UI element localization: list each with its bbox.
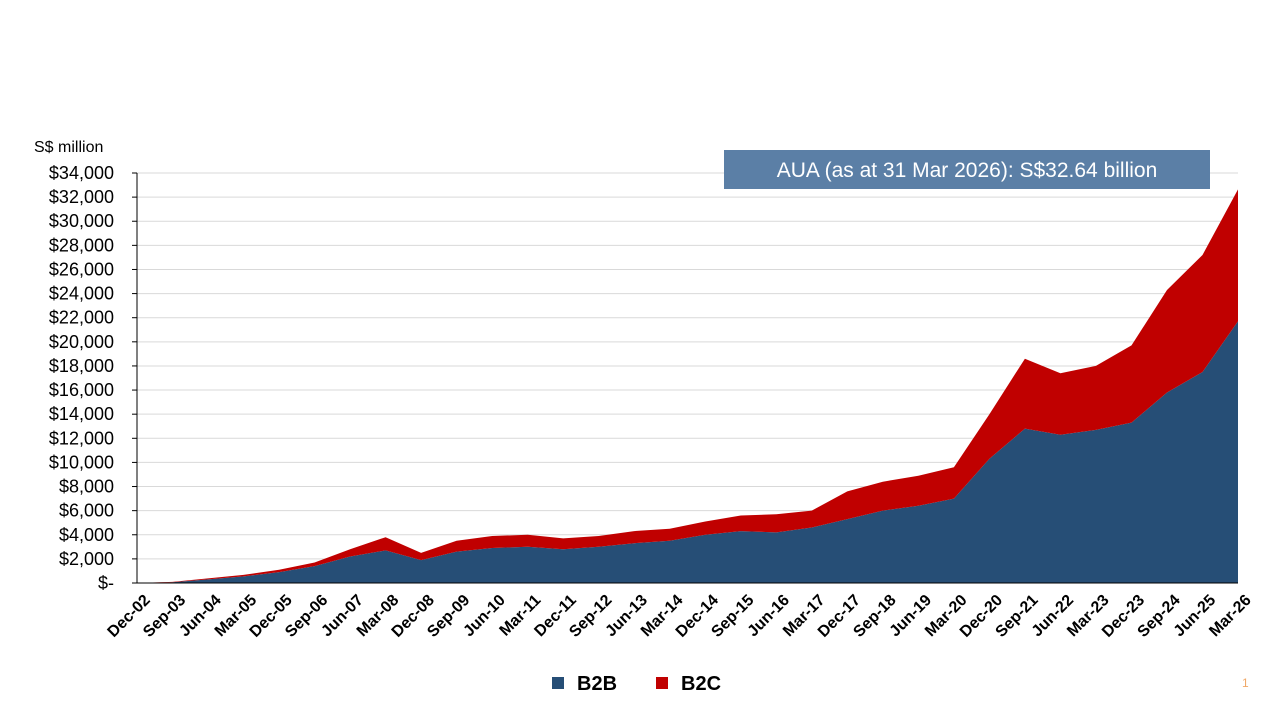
y-tick-label: $28,000 bbox=[49, 235, 114, 255]
y-tick-label: $8,000 bbox=[59, 477, 114, 497]
aua-annotation-banner: AUA (as at 31 Mar 2026): S$32.64 billion bbox=[724, 150, 1210, 189]
x-tick-labels: Dec-02Sep-03Jun-04Mar-05Dec-05Sep-06Jun-… bbox=[105, 592, 1255, 641]
annotation-box bbox=[724, 150, 1210, 189]
y-tick-label: $2,000 bbox=[59, 549, 114, 569]
y-tick-label: $14,000 bbox=[49, 404, 114, 424]
y-tick-label: $32,000 bbox=[49, 187, 114, 207]
y-tick-label: $22,000 bbox=[49, 308, 114, 328]
y-unit-label: S$ million bbox=[34, 139, 103, 156]
legend-swatch-b2c bbox=[656, 677, 668, 689]
y-tick-label: $10,000 bbox=[49, 452, 114, 472]
y-tick-label: $34,000 bbox=[49, 163, 114, 183]
gridlines bbox=[137, 172, 1238, 560]
annotation-text: AUA (as at 31 Mar 2026): S$32.64 billion bbox=[777, 159, 1158, 182]
area-series-b2c bbox=[137, 189, 1238, 583]
y-tick-label: $24,000 bbox=[49, 284, 114, 304]
y-tick-label: $26,000 bbox=[49, 259, 114, 279]
page-number: 1 bbox=[1242, 676, 1249, 690]
y-tick-label: $30,000 bbox=[49, 211, 114, 231]
y-tick-label: $4,000 bbox=[59, 525, 114, 545]
axes bbox=[132, 172, 1238, 584]
y-tick-label: $- bbox=[98, 573, 114, 593]
y-tick-label: $6,000 bbox=[59, 501, 114, 521]
legend-label-b2b: B2B bbox=[577, 673, 617, 695]
y-tick-label: $12,000 bbox=[49, 428, 114, 448]
legend-label-b2c: B2C bbox=[681, 673, 721, 695]
area-series-b2b bbox=[137, 321, 1238, 583]
legend-swatch-b2b bbox=[552, 677, 564, 689]
legend: B2B B2C bbox=[552, 673, 721, 695]
y-tick-label: $16,000 bbox=[49, 380, 114, 400]
y-tick-label: $20,000 bbox=[49, 332, 114, 352]
stacked-areas bbox=[137, 189, 1238, 583]
y-tick-label: $18,000 bbox=[49, 356, 114, 376]
y-tick-labels: $- $2,000 $4,000 $6,000 $8,000 $10,000 $12,000… bbox=[49, 163, 114, 593]
